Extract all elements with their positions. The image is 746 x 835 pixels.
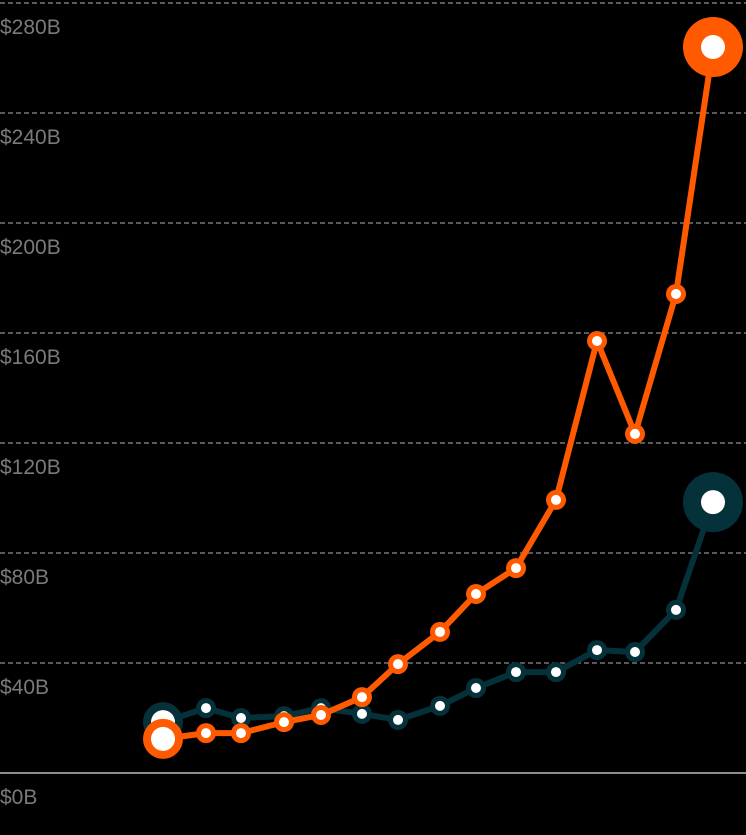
data-point-center [511, 563, 521, 574]
y-tick-label: $40B [0, 676, 49, 699]
data-point-center [435, 700, 445, 711]
data-point-center [701, 35, 725, 59]
data-point-center [671, 604, 681, 615]
data-point-center [592, 335, 602, 346]
data-point-center [551, 494, 561, 505]
data-point-center [357, 708, 367, 719]
data-point-center [511, 667, 521, 678]
y-tick-label: $240B [0, 126, 61, 149]
y-tick-label: $160B [0, 346, 61, 369]
data-point-center [279, 717, 289, 728]
y-gridlines [0, 2, 746, 774]
y-tick-label: $200B [0, 236, 61, 259]
data-point-center [201, 728, 211, 739]
data-point-center [701, 490, 725, 515]
data-point-center [630, 428, 640, 439]
data-point-center [471, 683, 481, 694]
data-point-center [435, 626, 445, 637]
y-tick-label: $0B [0, 786, 37, 809]
data-point-center [592, 645, 602, 656]
dark-teal-series [143, 472, 743, 743]
y-tick-label: $280B [0, 16, 61, 39]
y-tick-label: $80B [0, 566, 49, 589]
data-point-center [471, 588, 481, 599]
series-lines [143, 17, 743, 759]
data-point-center [236, 728, 246, 739]
data-point-center [357, 692, 367, 703]
series-line [162, 501, 716, 725]
data-point-center [236, 713, 246, 723]
y-tick-label: $120B [0, 456, 61, 479]
data-point-center [393, 714, 403, 725]
data-point-center [201, 703, 211, 714]
data-point-center [551, 667, 561, 678]
data-point-center [630, 647, 640, 657]
orange-series [143, 17, 743, 759]
data-point-center [671, 288, 681, 299]
data-point-center [316, 709, 326, 720]
data-point-center [393, 659, 403, 670]
y-axis-labels: $0B $40B $80B $120B $160B $200B $240B $280B [0, 16, 61, 809]
data-point-center [151, 726, 175, 751]
